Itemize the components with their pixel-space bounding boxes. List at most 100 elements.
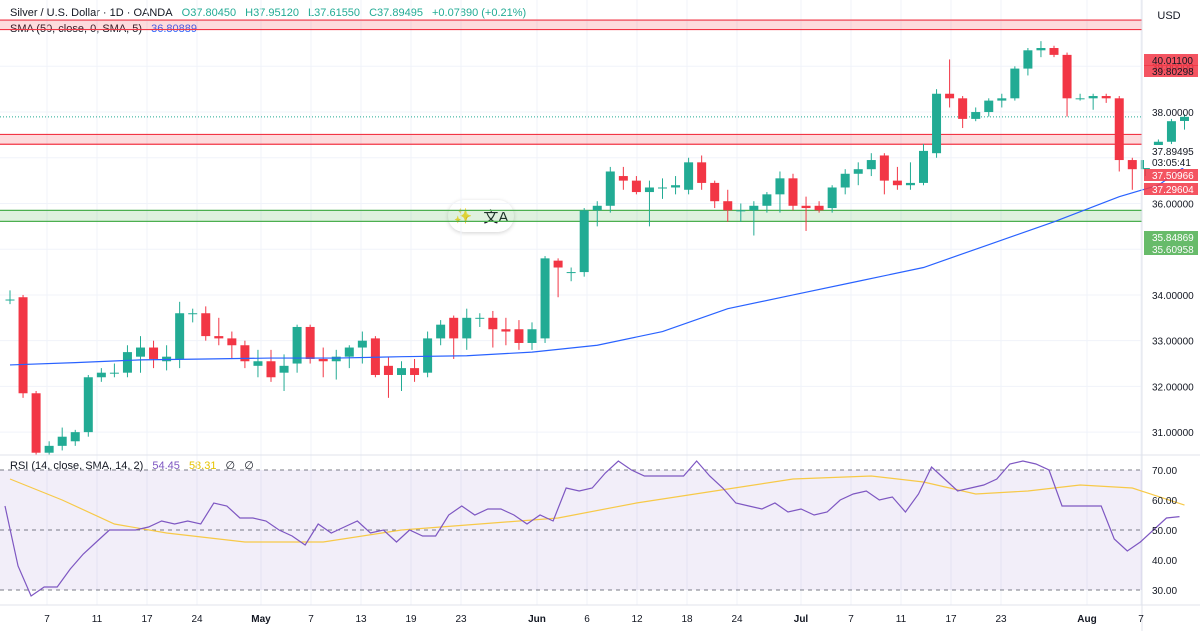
candle-down <box>892 180 902 186</box>
candle-up <box>997 98 1007 101</box>
candle-down <box>383 365 393 375</box>
open-value: O37.80450 <box>181 7 237 19</box>
candle-down <box>501 329 511 332</box>
magic-wand-icon[interactable]: ✨ <box>453 208 473 225</box>
price-label-green: 35.60958 <box>1152 245 1194 256</box>
time-tick-label: May <box>251 614 271 625</box>
candle-down <box>879 155 889 181</box>
candle-up <box>357 340 367 348</box>
candle-up <box>292 326 302 364</box>
candle-down <box>305 326 315 359</box>
high-value: H37.95120 <box>245 7 299 19</box>
price-label-box <box>1144 183 1198 195</box>
candle-up <box>579 210 589 273</box>
time-tick-label: 19 <box>405 614 417 625</box>
rsi-legend[interactable]: RSI (14, close, SMA, 14, 2) 54.45 58.31 … <box>10 459 260 472</box>
candle-down <box>697 162 707 183</box>
sma-line <box>9 166 1185 366</box>
price-tick-label: 37.00000 <box>1152 154 1194 165</box>
candle-down <box>631 180 641 193</box>
price-tick-label: 31.00000 <box>1152 428 1194 439</box>
candle-down <box>201 313 211 337</box>
candle-up <box>344 347 354 357</box>
time-tick-label: 23 <box>995 614 1007 625</box>
price-tick-label: 33.00000 <box>1152 337 1194 348</box>
candle-up <box>462 317 472 339</box>
rsi-tick-label: 40.00 <box>1152 556 1177 567</box>
candle-up <box>175 313 185 359</box>
candle-up <box>1036 48 1046 51</box>
candle-up <box>1088 96 1098 99</box>
candle-up <box>57 436 67 446</box>
candle-up <box>83 377 93 433</box>
price-tick-label: 35.00000 <box>1152 245 1194 256</box>
candle-up <box>736 210 746 212</box>
rsi-extra-1: ∅ <box>225 460 236 472</box>
candle-down <box>814 205 824 211</box>
time-tick-label: 12 <box>631 614 643 625</box>
candle-up <box>397 368 406 375</box>
sma-label: SMA (50, close, 0, SMA, 5) <box>10 23 143 35</box>
time-tick-label: 11 <box>896 614 907 625</box>
candle-up <box>5 299 15 301</box>
price-label-box <box>1144 65 1198 77</box>
time-tick-label: 13 <box>355 614 367 625</box>
price-label-box <box>1144 54 1198 66</box>
rsi-line <box>4 460 1180 597</box>
price-label-current: 37.89495 <box>1152 147 1194 158</box>
candle-up <box>749 205 759 211</box>
candle-up <box>984 100 994 113</box>
price-label-green: 35.84869 <box>1152 233 1194 244</box>
low-value: L37.61550 <box>308 7 361 19</box>
price-label-box <box>1144 145 1198 157</box>
rsi-tick-label: 60.00 <box>1152 496 1177 507</box>
price-label-red: 37.50966 <box>1152 171 1194 182</box>
candle-up <box>1153 141 1163 161</box>
candle-up <box>188 313 198 315</box>
candle-down <box>227 338 237 346</box>
translate-icon[interactable]: 文A <box>483 208 509 226</box>
change-value: +0.07890 (+0.21%) <box>432 7 527 19</box>
candle-down <box>514 329 524 343</box>
rsi-tick-label: 30.00 <box>1152 586 1177 597</box>
candle-up <box>1140 160 1150 170</box>
candle-down <box>1062 54 1072 99</box>
candle-up <box>592 205 602 211</box>
candle-down <box>149 347 159 359</box>
time-tick-label: 7 <box>848 614 854 625</box>
price-label-red: 40.01100 <box>1152 56 1193 67</box>
candle-up <box>905 182 915 186</box>
candle-up <box>775 178 785 195</box>
candle-down <box>1127 160 1137 170</box>
candle-down <box>553 260 563 268</box>
candle-up <box>109 372 119 374</box>
candle-up <box>96 372 106 378</box>
candle-up <box>436 324 446 339</box>
candle-up <box>1166 121 1176 142</box>
price-tick-label: 34.00000 <box>1152 291 1194 302</box>
price-tick-label: 39.00000 <box>1152 62 1194 73</box>
candle-up <box>136 347 145 357</box>
price-label-red: 37.29604 <box>1152 185 1194 196</box>
price-label-box <box>1144 156 1198 168</box>
price-label-box <box>1144 169 1198 181</box>
candle-down <box>240 345 250 362</box>
candle-up <box>44 445 54 453</box>
candle-up <box>1023 50 1033 69</box>
time-tick-label: 24 <box>731 614 743 625</box>
sma-legend[interactable]: SMA (50, close, 0, SMA, 5) 36.80889 <box>10 23 203 35</box>
time-tick-label: Aug <box>1077 614 1096 625</box>
zone-red <box>0 134 1142 145</box>
candle-down <box>31 393 41 453</box>
candle-up <box>540 258 550 339</box>
candle-up <box>1010 68 1020 99</box>
currency-label[interactable]: USD <box>1146 6 1192 26</box>
candle-down <box>710 182 720 202</box>
candle-up <box>162 356 172 362</box>
candle-up <box>253 361 263 366</box>
symbol-legend[interactable]: Silver / U.S. Dollar · 1D · OANDA O37.80… <box>10 7 532 19</box>
candle-up <box>684 162 694 190</box>
time-tick-label: Jun <box>528 614 546 625</box>
candle-up <box>762 194 772 206</box>
